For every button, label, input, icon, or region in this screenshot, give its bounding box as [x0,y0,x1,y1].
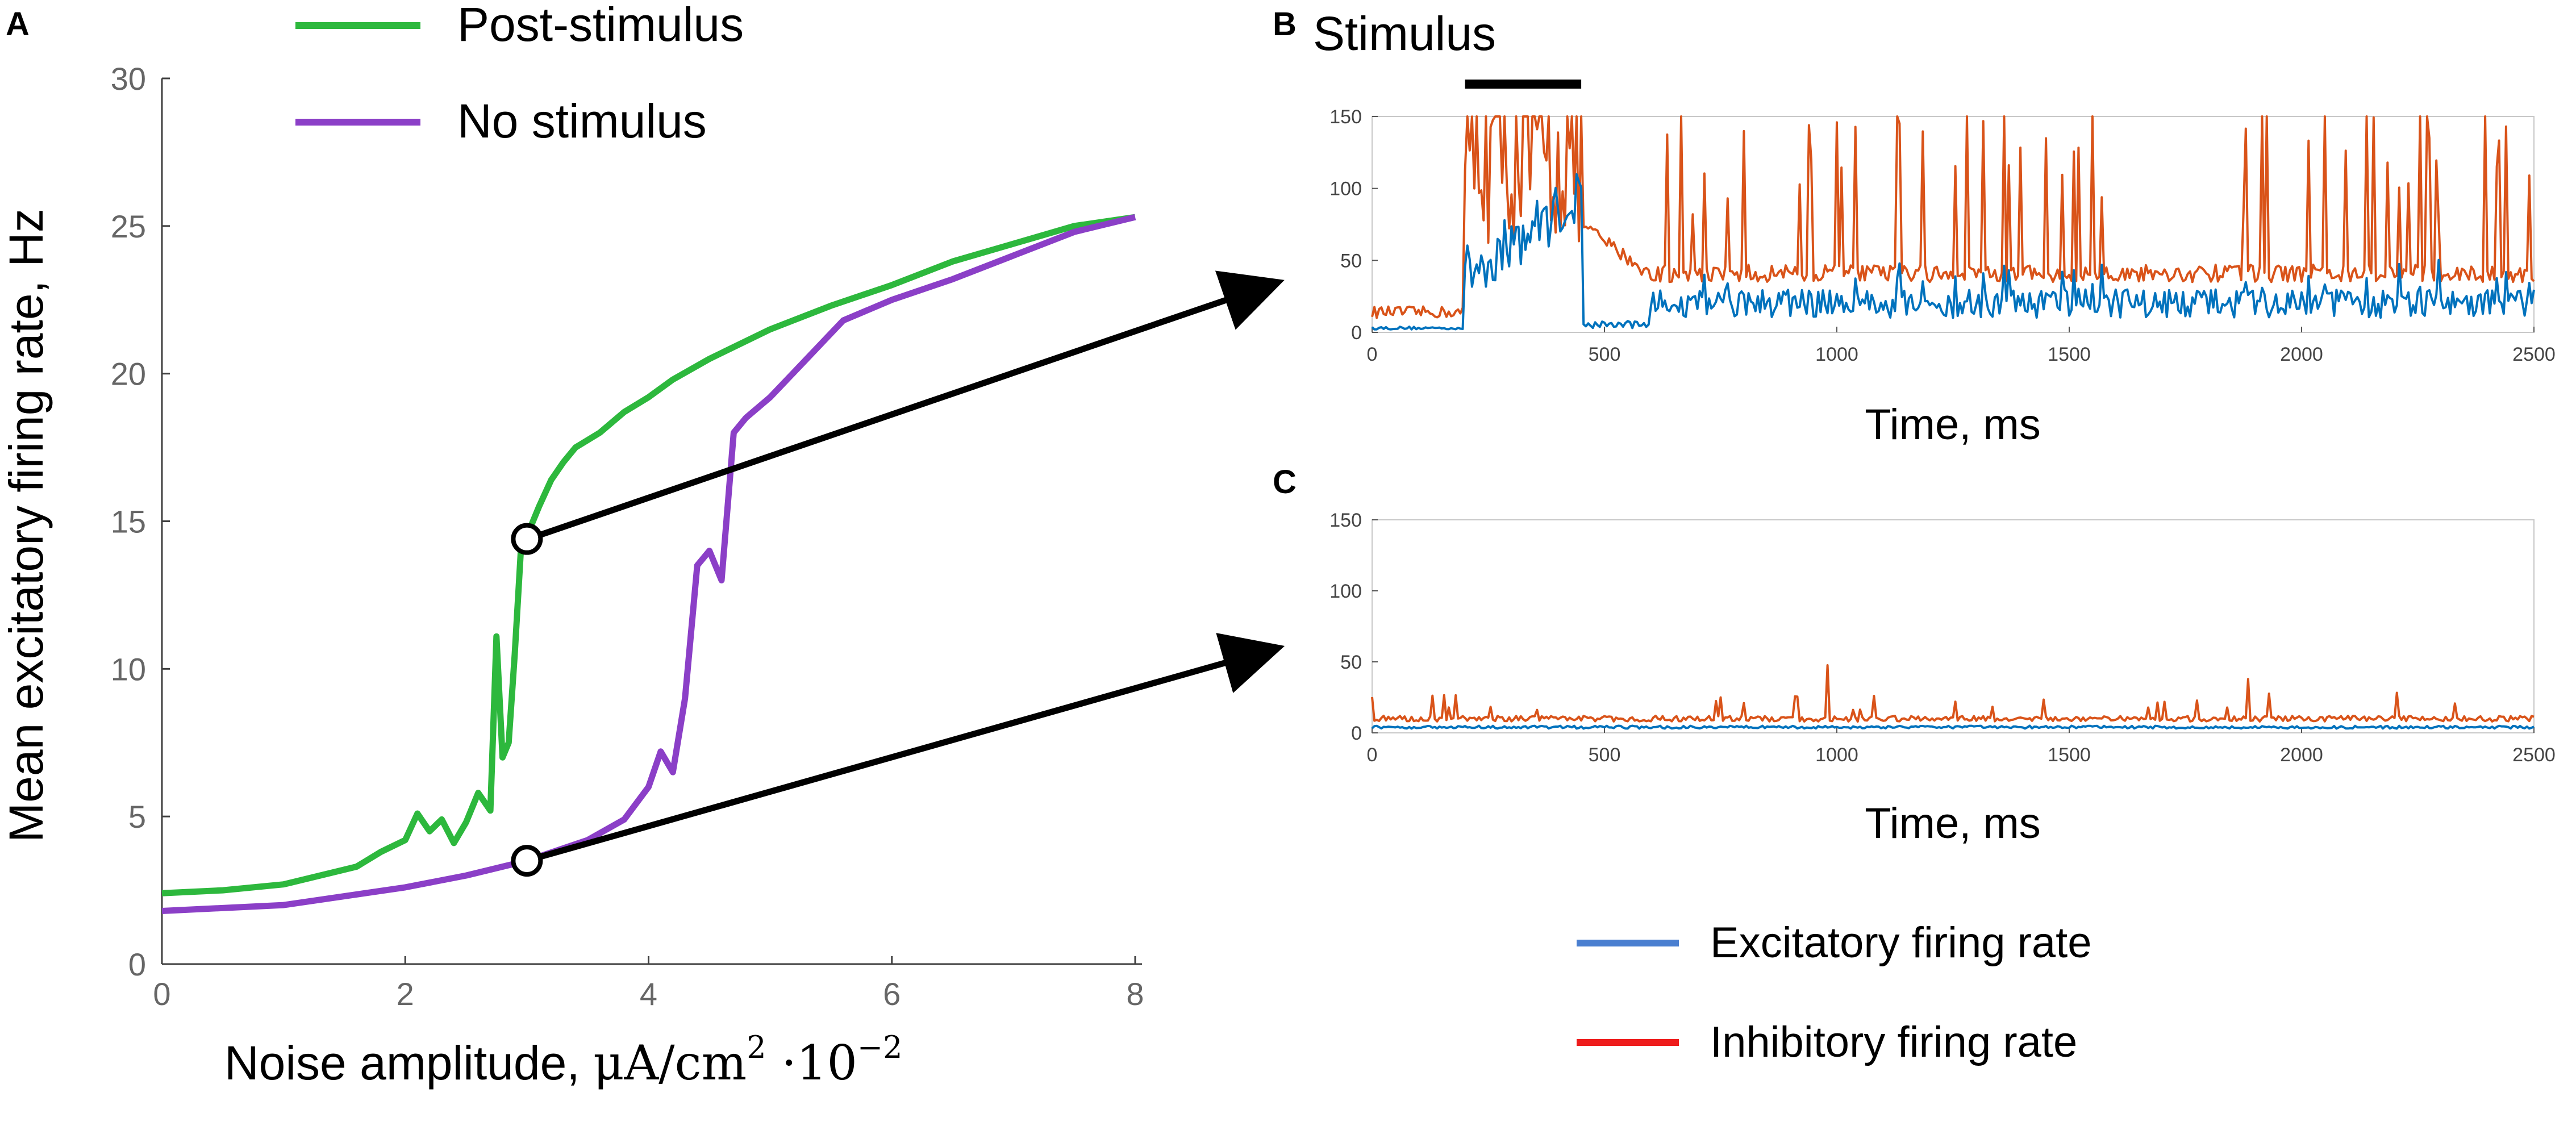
panel-a-x-axis-label-sup: 2 [747,1029,766,1065]
series-post-stimulus-line [161,214,1136,896]
b-x-tick-label: 1500 [2048,344,2091,365]
c-y-tick-label: 50 [1340,652,1362,673]
panel-a-y-tick-label: 5 [128,799,146,835]
panel-a-x-tick-label: 8 [1126,976,1144,1012]
panel-a-y-tick-label: 10 [111,651,146,687]
panel-a: A Post-stimulus No stimulus 0 2 4 6 8 0 5 10 15… [0,0,1285,1091]
panel-c-x-axis-label: Time, ms [1865,799,2041,848]
panel-a-y-tick-label: 30 [111,61,146,97]
panel-a-x-ticks: 0 2 4 6 8 [153,956,1144,1012]
b-x-tick-label: 2000 [2280,344,2323,365]
panel-b: B Stimulus 0 500 1000 1500 2000 2500 0 50 100 15… [1273,6,2556,449]
panel-c-excitatory-trace [1371,724,2535,730]
panel-b-label: B [1273,6,1297,43]
legend-no-stimulus-label: No stimulus [457,94,707,148]
panel-b-excitatory-trace [1371,173,2535,331]
panel-a-x-axis-label-scale: ·10 [766,1035,857,1091]
b-x-tick-label: 500 [1589,344,1621,365]
c-x-tick-label: 2000 [2280,744,2323,766]
panel-a-label: A [6,6,30,43]
c-y-tick-label: 0 [1351,723,1362,744]
panel-c: C 0 500 1000 1500 2000 2500 0 50 100 150 Time, m… [1273,464,2556,848]
b-y-tick-label: 100 [1329,178,1362,200]
b-y-tick-label: 0 [1351,322,1362,344]
b-x-tick-label: 1000 [1815,344,1858,365]
arrow-to-panel-c [537,633,1285,861]
marker-post-stimulus-point [511,523,543,555]
c-y-tick-label: 100 [1329,581,1362,602]
panel-c-x-ticks: 0 500 1000 1500 2000 2500 [1367,727,2556,766]
panel-b-x-ticks: 0 500 1000 1500 2000 2500 [1367,327,2556,365]
c-x-tick-label: 1500 [2048,744,2091,766]
panel-a-y-tick-label: 20 [111,356,146,392]
panel-a-x-axis-label-exp: −2 [857,1029,903,1065]
panel-a-x-axis-label: Noise amplitude, μA/cm2 ·10−2 [224,1029,903,1091]
panel-c-inhibitory-trace [1371,664,2535,723]
panel-a-x-axis-label-text: Noise amplitude, [224,1036,593,1090]
c-x-tick-label: 1000 [1815,744,1858,766]
b-x-tick-label: 2500 [2512,344,2556,365]
panel-a-y-tick-label: 25 [111,208,146,244]
panel-a-y-tick-label: 0 [128,946,146,982]
stimulus-annotation: Stimulus [1313,7,1496,60]
panel-b-x-axis-label: Time, ms [1865,401,2041,449]
legend-excitatory-label: Excitatory firing rate [1710,919,2092,967]
panel-c-label: C [1273,464,1297,501]
panel-a-y-tick-label: 15 [111,504,146,540]
legend-post-stimulus-label: Post-stimulus [457,0,744,51]
panel-a-x-tick-label: 6 [883,976,901,1012]
c-x-tick-label: 0 [1367,744,1378,766]
legend-bc: Excitatory firing rate Inhibitory firing… [1577,919,2092,1066]
panel-b-inhibitory-trace [1371,115,2535,319]
b-x-tick-label: 0 [1367,344,1378,365]
panel-a-x-tick-label: 0 [153,976,170,1012]
b-y-tick-label: 50 [1340,250,1362,272]
panel-c-y-ticks: 0 50 100 150 [1329,510,1378,744]
panel-a-y-axis-label: Mean excitatory firing rate, Hz [0,208,53,843]
panel-a-y-ticks: 0 5 10 15 20 25 30 [111,61,170,982]
marker-no-stimulus-point [511,845,543,877]
panel-a-x-axis-label-unit: μA/cm [593,1035,747,1091]
arrow-to-panel-b [537,270,1285,539]
panel-a-x-tick-label: 4 [640,976,657,1012]
series-no-stimulus-line [161,214,1136,914]
c-x-tick-label: 2500 [2512,744,2556,766]
legend-inhibitory-label: Inhibitory firing rate [1710,1018,2077,1066]
c-y-tick-label: 150 [1329,510,1362,531]
panel-b-y-ticks: 0 50 100 150 [1329,106,1378,344]
panel-a-x-tick-label: 2 [397,976,414,1012]
b-y-tick-label: 150 [1329,106,1362,128]
c-x-tick-label: 500 [1589,744,1621,766]
panel-c-plot-area [1372,519,2535,733]
